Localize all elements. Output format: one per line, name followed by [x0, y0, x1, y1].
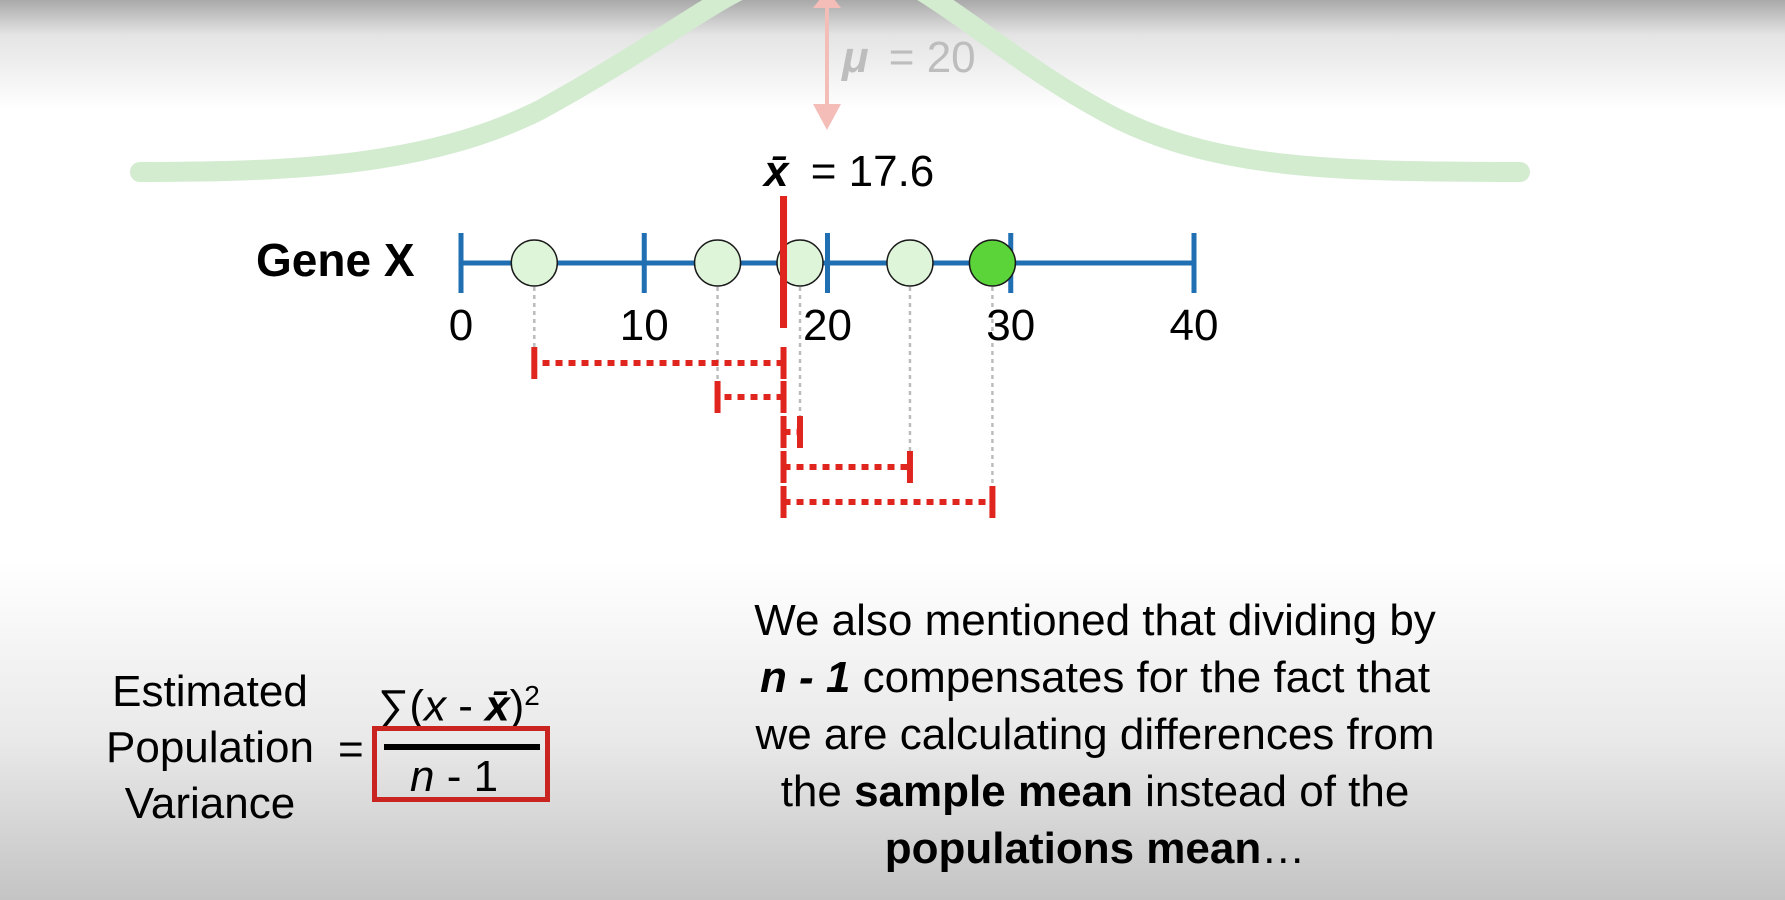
gene-x-diagram: μ = 20 x̄ = 17.6 Gene X 0 10 20 30 40: [130, 0, 1530, 518]
formula-numerator: ∑(x - x̄)2: [378, 680, 540, 731]
caption-line-3: we are calculating differences from: [755, 710, 1435, 759]
axis-label: Gene X: [256, 234, 415, 286]
formula-label-line3: Variance: [124, 779, 296, 828]
population-mean-label: μ = 20: [840, 33, 976, 82]
population-distribution-curve: [130, 0, 1530, 182]
caption-text: We also mentioned that dividing by n - 1…: [680, 592, 1510, 877]
data-point: [968, 239, 1017, 287]
caption-line-4: the sample mean instead of the: [780, 767, 1410, 816]
axis-tick-label: 0: [449, 301, 473, 350]
data-point: [776, 239, 824, 287]
fraction-bar: [384, 744, 540, 750]
axis-tick-label: 30: [986, 301, 1035, 350]
caption-line-5: populations mean…: [884, 824, 1306, 873]
caption-line-2: n - 1 compensates for the fact that: [759, 653, 1431, 702]
population-mean-arrow: [813, 0, 841, 130]
formula-equals: =: [338, 725, 364, 774]
axis-tick-label: 20: [803, 301, 852, 350]
sample-mean-label: x̄ = 17.6: [762, 147, 934, 196]
caption-line-1: We also mentioned that dividing by: [754, 596, 1436, 645]
denominator-highlight-box: [372, 726, 550, 802]
axis-tick-label: 40: [1170, 301, 1219, 350]
data-point: [886, 239, 934, 287]
formula-label-line2: Population: [106, 723, 314, 772]
axis-tick-label: 10: [620, 301, 669, 350]
data-point: [693, 239, 742, 287]
formula-denominator: n - 1: [410, 752, 499, 801]
formula-label-line1: Estimated: [112, 667, 308, 716]
data-point: [510, 239, 559, 287]
